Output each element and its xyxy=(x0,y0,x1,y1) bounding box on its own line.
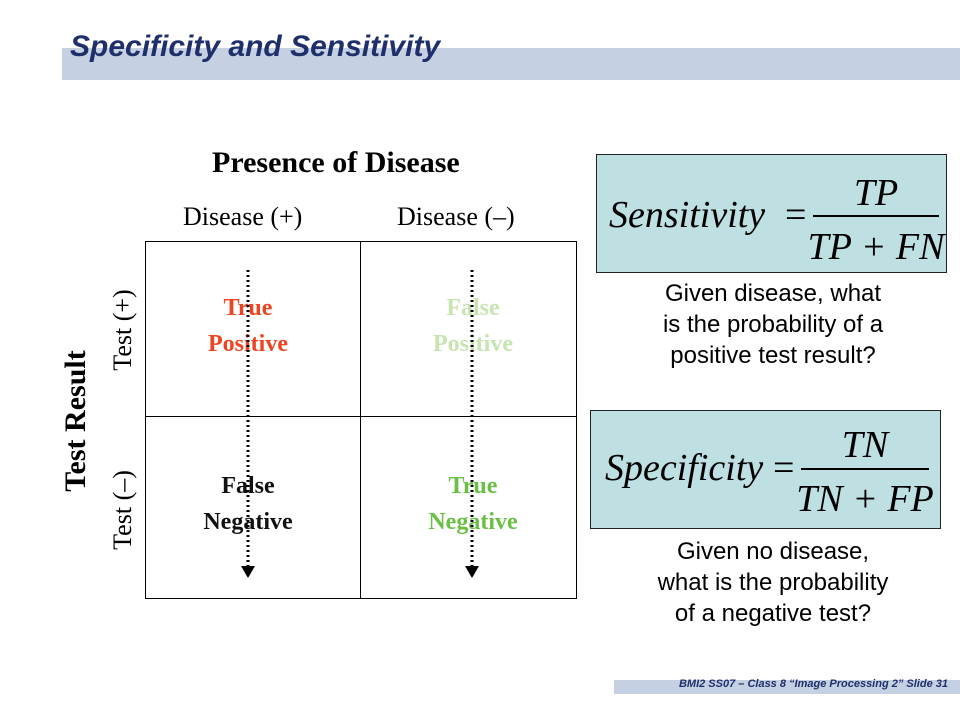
sensitivity-description-line3: positive test result? xyxy=(670,342,876,369)
confusion-matrix-grid xyxy=(145,241,577,599)
cell-true-positive: True Positive xyxy=(168,290,328,362)
specificity-description: Given no disease, what is the probabilit… xyxy=(603,536,943,629)
grid-vertical-divider xyxy=(360,242,361,598)
specificity-numerator: TN xyxy=(842,424,891,466)
cell-true-negative-line1: True xyxy=(448,473,498,499)
slide-footer: BMI2 SS07 – Class 8 “Image Processing 2”… xyxy=(678,678,948,690)
cell-false-positive-line1: False xyxy=(446,295,500,321)
row-label-test-positive: Test (+) xyxy=(108,289,137,371)
row-label-test-negative: Test (–) xyxy=(108,470,137,550)
sensitivity-equals: = xyxy=(785,194,806,236)
specificity-lhs: Specificity xyxy=(605,447,763,489)
cell-false-positive-line2: Positive xyxy=(433,331,513,357)
sensitivity-formula-box: Sensitivity = TP TP + FN xyxy=(596,154,947,273)
cell-true-positive-line1: True xyxy=(223,295,273,321)
cell-false-negative-line2: Negative xyxy=(203,509,293,535)
specificity-description-line1: Given no disease, xyxy=(676,538,870,565)
sensitivity-denominator: TP + FN xyxy=(808,226,948,268)
specificity-equals: = xyxy=(773,447,794,489)
row-axis-label: Test Result xyxy=(59,350,92,492)
specificity-denominator: TN + FP xyxy=(796,478,934,520)
cell-false-positive: False Positive xyxy=(393,290,553,362)
cell-true-positive-line2: Positive xyxy=(208,331,288,357)
column-label-disease-positive: Disease (+) xyxy=(183,202,303,231)
sensitivity-description-line2: is the probability of a xyxy=(662,311,884,338)
slide-title: Specificity and Sensitivity xyxy=(70,30,441,63)
specificity-formula-box: Specificity = TN TN + FP xyxy=(590,410,941,529)
specificity-description-line3: of a negative test? xyxy=(674,600,872,627)
grid-horizontal-divider xyxy=(146,416,576,417)
title-bar xyxy=(62,48,960,80)
column-label-disease-negative: Disease (–) xyxy=(397,202,515,231)
specificity-description-line2: what is the probability xyxy=(657,569,889,596)
specificity-formula: Specificity = TN TN + FP xyxy=(605,424,934,520)
cell-true-negative: True Negative xyxy=(393,468,553,540)
sensitivity-description: Given disease, what is the probability o… xyxy=(603,278,943,371)
footer-bar xyxy=(614,680,960,694)
cell-false-negative: False Negative xyxy=(168,468,328,540)
sensitivity-description-line1: Given disease, what xyxy=(664,280,882,307)
sensitivity-numerator: TP xyxy=(854,172,898,214)
matrix-heading: Presence of Disease xyxy=(212,146,460,179)
cell-false-negative-line1: False xyxy=(221,473,275,499)
sensitivity-lhs: Sensitivity xyxy=(609,194,765,236)
sensitivity-formula: Sensitivity = TP TP + FN xyxy=(609,172,948,268)
cell-true-negative-line2: Negative xyxy=(428,509,518,535)
